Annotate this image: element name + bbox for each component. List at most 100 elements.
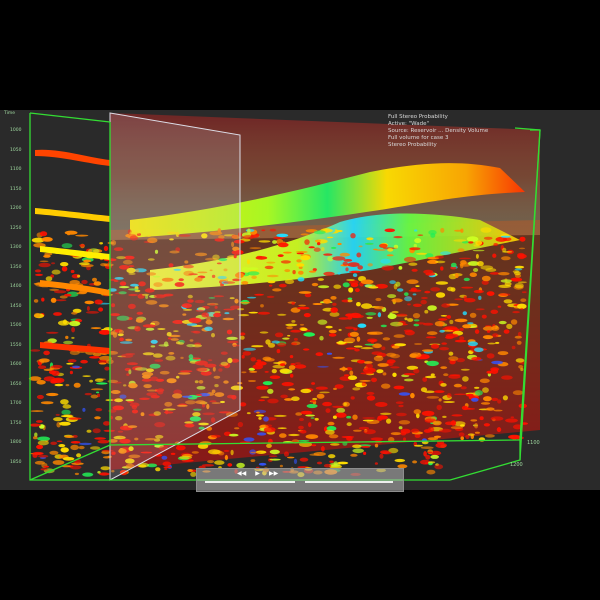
probability-point: [62, 319, 68, 325]
probability-point: [251, 275, 257, 279]
probability-point: [364, 242, 374, 245]
probability-point: [312, 303, 323, 305]
probability-point: [134, 437, 139, 441]
rewind-button[interactable]: ◀◀: [237, 470, 247, 477]
probability-point: [310, 399, 316, 403]
probability-point: [163, 408, 176, 411]
probability-point: [412, 303, 422, 307]
probability-point: [298, 266, 303, 269]
probability-point: [217, 275, 227, 280]
probability-point: [45, 276, 53, 282]
probability-point: [296, 259, 302, 263]
probability-point: [460, 424, 465, 427]
time-slider[interactable]: [205, 481, 295, 483]
probability-point: [294, 364, 307, 369]
probability-point: [386, 359, 396, 364]
probability-point: [114, 277, 124, 280]
probability-point: [164, 468, 168, 470]
horizon-streak-5: [40, 342, 110, 354]
probability-point: [271, 368, 277, 374]
probability-point: [153, 353, 163, 358]
probability-point: [360, 303, 373, 309]
depth-tick-label: 1150: [10, 186, 22, 192]
probability-point: [28, 376, 42, 381]
probability-point: [201, 233, 208, 239]
probability-point: [170, 452, 176, 455]
probability-point: [97, 439, 110, 444]
depth-slider[interactable]: [305, 481, 393, 483]
probability-point: [290, 363, 296, 366]
probability-point: [328, 333, 337, 337]
probability-point: [213, 295, 225, 298]
probability-point: [363, 429, 376, 435]
probability-point: [492, 253, 497, 258]
probability-point: [387, 248, 394, 252]
probability-point: [463, 295, 467, 301]
probability-point: [497, 399, 502, 404]
probability-point: [420, 446, 434, 450]
probability-point: [502, 237, 512, 241]
probability-point: [454, 273, 459, 279]
probability-point: [300, 388, 312, 394]
right-axis-tick: 1100: [527, 440, 540, 446]
3d-viewport[interactable]: Full Stereo Probability Active: "Wade" S…: [0, 110, 600, 490]
probability-point: [439, 347, 449, 351]
probability-point: [196, 367, 208, 372]
probability-point: [273, 414, 287, 417]
probability-point: [49, 450, 59, 455]
probability-point: [94, 437, 106, 440]
probability-point: [166, 378, 177, 384]
probability-point: [317, 319, 328, 325]
probability-point: [434, 255, 444, 259]
axis-corner-label: Time: [4, 111, 16, 116]
probability-point: [338, 328, 342, 332]
info-line-4: Full volume for case 3: [388, 135, 449, 141]
probability-point: [325, 408, 331, 413]
probability-point: [248, 311, 258, 314]
probability-point: [73, 382, 81, 388]
probability-point: [209, 303, 216, 306]
probability-point: [213, 312, 222, 318]
probability-point: [461, 286, 474, 289]
probability-point: [496, 427, 502, 433]
probability-point: [218, 368, 223, 372]
probability-point: [356, 302, 361, 307]
probability-point: [176, 375, 180, 379]
probability-point: [325, 325, 333, 329]
probability-point: [119, 436, 124, 438]
probability-point: [111, 303, 116, 308]
probability-point: [329, 460, 334, 463]
probability-point: [112, 405, 124, 411]
probability-point: [188, 273, 198, 276]
probability-point: [443, 373, 449, 377]
probability-point: [366, 316, 373, 319]
probability-point: [514, 268, 523, 271]
fast-forward-button[interactable]: ▶▶: [269, 470, 279, 477]
probability-point: [86, 311, 99, 314]
probability-point: [415, 322, 426, 325]
probability-point: [153, 411, 161, 416]
probability-point: [420, 296, 428, 300]
probability-point: [187, 294, 193, 299]
probability-point: [314, 239, 321, 243]
probability-point: [125, 399, 135, 402]
probability-point: [403, 378, 414, 382]
horizon-streak-1: [35, 149, 110, 166]
seismic-volume-render[interactable]: [0, 110, 600, 490]
probability-point: [481, 275, 491, 282]
probability-point: [141, 371, 154, 377]
probability-point: [458, 257, 471, 260]
probability-point: [168, 352, 175, 355]
depth-tick-label: 1500: [10, 323, 22, 328]
horizon-sheet-middle: [150, 213, 520, 290]
probability-point: [50, 297, 57, 303]
probability-point: [291, 396, 300, 402]
probability-point: [293, 337, 298, 341]
probability-point: [214, 238, 225, 242]
probability-point: [96, 391, 100, 394]
probability-point: [356, 336, 361, 342]
probability-point: [393, 385, 405, 390]
probability-point: [323, 253, 333, 256]
play-button[interactable]: ▶: [255, 470, 260, 477]
probability-point: [410, 428, 420, 434]
